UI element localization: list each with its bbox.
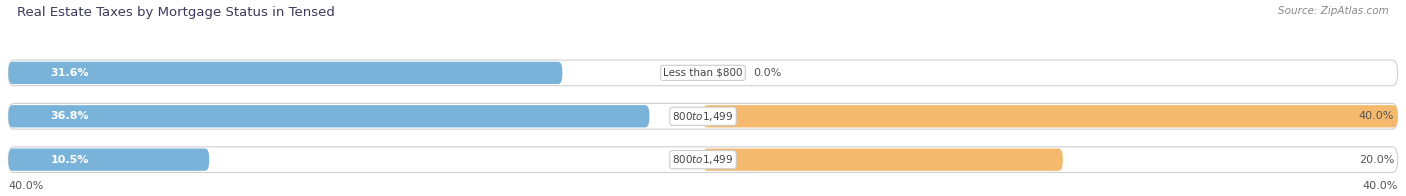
Text: 40.0%: 40.0% [1360,111,1395,121]
Text: 40.0%: 40.0% [1362,181,1398,191]
Text: Source: ZipAtlas.com: Source: ZipAtlas.com [1278,6,1389,16]
FancyBboxPatch shape [703,149,1063,171]
FancyBboxPatch shape [8,62,562,84]
Text: Real Estate Taxes by Mortgage Status in Tensed: Real Estate Taxes by Mortgage Status in … [17,6,335,19]
Text: $800 to $1,499: $800 to $1,499 [672,110,734,123]
FancyBboxPatch shape [8,103,1398,129]
Text: 20.0%: 20.0% [1360,155,1395,165]
Text: 40.0%: 40.0% [8,181,44,191]
Text: Less than $800: Less than $800 [664,68,742,78]
Text: 10.5%: 10.5% [51,155,89,165]
Text: 31.6%: 31.6% [51,68,89,78]
Text: $800 to $1,499: $800 to $1,499 [672,153,734,166]
Text: 0.0%: 0.0% [754,68,782,78]
Text: 36.8%: 36.8% [51,111,89,121]
FancyBboxPatch shape [8,105,650,127]
FancyBboxPatch shape [8,60,1398,86]
FancyBboxPatch shape [703,105,1398,127]
FancyBboxPatch shape [8,149,209,171]
FancyBboxPatch shape [8,147,1398,172]
